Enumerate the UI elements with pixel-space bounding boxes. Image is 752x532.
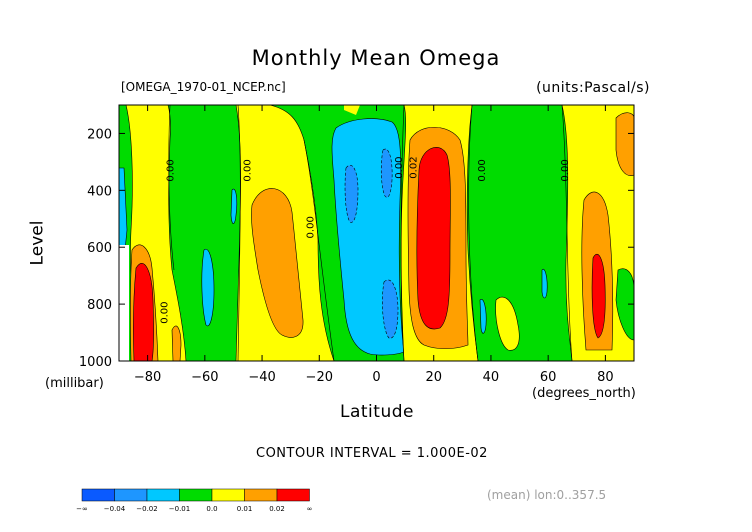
y-tick-label: 400 (87, 184, 112, 199)
contour-label-bg (562, 156, 574, 184)
contour-line (468, 105, 479, 361)
colorbar-label: ∞ (307, 505, 313, 513)
contour-label: 0.00 (560, 159, 571, 181)
colorbar-label: −0.04 (104, 505, 126, 513)
region-farright-orange-top (615, 112, 634, 176)
contour-line (237, 105, 241, 361)
region-small-cyan-right (479, 299, 487, 334)
x-tick-label: 80 (597, 370, 614, 385)
contour-label: 0.00 (394, 156, 405, 178)
colorbar-swatch (276, 488, 310, 502)
contour-line (303, 139, 335, 361)
contour-label-bg (308, 213, 320, 241)
region-leftcenter-orange (251, 188, 304, 338)
colorbar-label: 0.02 (269, 505, 285, 513)
region-center-blue-1 (344, 164, 359, 223)
region-far-left-cyan (119, 167, 128, 251)
contour-interval-text: CONTOUR INTERVAL = 1.000E-02 (256, 446, 488, 461)
contour-label: 0.00 (165, 159, 176, 181)
contour-fill (119, 105, 634, 361)
mean-longitude-text: (mean) lon:0..357.5 (487, 488, 607, 502)
x-axis-units: (degrees_north) (532, 386, 636, 401)
contour-label-bg (162, 299, 174, 327)
region-cyan-lower-left (201, 248, 215, 327)
x-tick-label: −80 (134, 370, 161, 385)
colorbar-label: −0.02 (136, 505, 157, 513)
region-rightcenter-red (416, 147, 451, 330)
contour-line (400, 105, 405, 361)
region-farright-green-bottom (615, 268, 634, 341)
x-tick-label: 60 (540, 370, 557, 385)
contour-label-bg (479, 156, 491, 184)
colorbar-label: −0.01 (169, 505, 190, 513)
y-tick-label: 200 (87, 127, 112, 142)
colorbar: −∞ −0.04 −0.02 −0.01 0.0 0.01 0.02 ∞ (76, 488, 313, 513)
region-farright-yellow (561, 105, 634, 361)
colorbar-swatch (146, 488, 180, 502)
region-farright-red (591, 253, 606, 339)
y-tick-label: 600 (87, 241, 112, 256)
region-left-yellow (125, 105, 187, 361)
colorbar-label: 0.01 (237, 505, 253, 513)
field-background (119, 105, 634, 361)
contour-line (168, 105, 175, 271)
contour-label-bg (411, 154, 423, 182)
y-axis-label: Level (27, 220, 48, 266)
file-label: [OMEGA_1970-01_NCEP.nc] (121, 80, 286, 94)
region-left-orange (130, 244, 159, 361)
contour-labels: 0.00 0.00 0.00 0.00 0.02 0.00 0.00 0.00 (160, 154, 574, 327)
contour-lines (168, 105, 573, 361)
region-leftcenter-yellow (235, 105, 335, 361)
contour-label: 0.00 (243, 159, 254, 181)
colorbar-swatch (114, 488, 148, 502)
x-tick-label: −20 (306, 370, 333, 385)
region-rightcenter-orange (407, 127, 469, 350)
region-right-yellow-small (495, 296, 520, 351)
plot-frame (118, 104, 635, 362)
contour-label-bg (167, 156, 179, 184)
contour-line (561, 105, 573, 361)
contour-label: 0.00 (160, 302, 171, 324)
contour-label: 0.00 (477, 159, 488, 181)
colorbar-swatch (81, 488, 115, 502)
x-tick-label: 20 (425, 370, 442, 385)
colorbar-label: 0.0 (206, 505, 217, 513)
region-center-blue-3 (382, 279, 399, 339)
y-axis-units: (millibar) (45, 376, 104, 391)
contour-label: 0.00 (306, 216, 317, 238)
colorbar-label: −∞ (76, 505, 88, 513)
chart-title: Monthly Mean Omega (251, 46, 501, 70)
x-tick-label: −60 (191, 370, 218, 385)
x-axis-label: Latitude (340, 402, 414, 422)
contour-label: 0.02 (409, 156, 420, 178)
region-center-blue-2 (380, 148, 393, 198)
y-tick-label: 800 (87, 298, 112, 313)
region-rightcenter-yellow (400, 105, 479, 361)
contour-label-bg (396, 154, 408, 182)
x-tick-label: 0 (372, 370, 380, 385)
y-axis: 1000 800 600 400 200 (79, 127, 634, 370)
region-far-left-green (119, 105, 129, 245)
colorbar-swatch (179, 488, 213, 502)
region-center-cyan (331, 118, 405, 356)
colorbar-swatch (244, 488, 278, 502)
region-left-red (133, 262, 154, 361)
region-tiny-cyan-right (541, 268, 548, 299)
region-left-orange-small (171, 325, 182, 361)
y-tick-label: 1000 (79, 355, 112, 370)
region-small-cyan-left (230, 188, 238, 224)
colorbar-swatch (211, 488, 245, 502)
contour-label-bg (245, 156, 257, 184)
x-axis: −80 −60 −40 −20 0 20 40 60 80 (134, 105, 614, 385)
region-farright-orange (581, 191, 614, 351)
region-top-yellow-center (344, 105, 360, 115)
x-tick-label: −40 (248, 370, 275, 385)
region-far-left-white (119, 245, 129, 361)
units-label: (units:Pascal/s) (536, 80, 650, 96)
x-tick-label: 40 (483, 370, 500, 385)
